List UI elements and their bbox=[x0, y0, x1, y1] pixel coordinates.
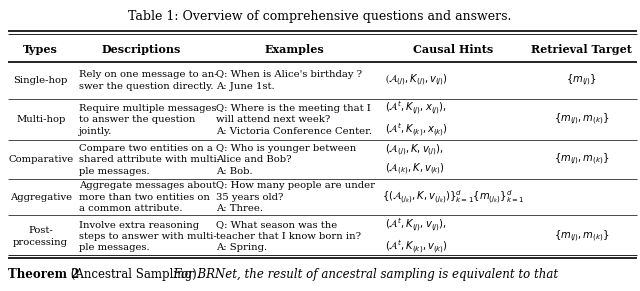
Text: Aggregate messages about
more than two entities on
a common attribute.: Aggregate messages about more than two e… bbox=[79, 181, 216, 213]
Text: Causal Hints: Causal Hints bbox=[413, 44, 493, 55]
Text: $(\mathcal{A}_{(j)}, K, v_{(j)}),$
$(\mathcal{A}_{(k)}, K, v_{(k)})$: $(\mathcal{A}_{(j)}, K, v_{(j)}),$ $(\ma… bbox=[385, 143, 445, 177]
Text: Q: What season was the
teacher that I know born in?
A: Spring.: Q: What season was the teacher that I kn… bbox=[216, 221, 361, 253]
Text: $(\mathcal{A}^t, K_{(j)}, v_{(j)}),$
$(\mathcal{A}^t, K_{(k)}, v_{(k)})$: $(\mathcal{A}^t, K_{(j)}, v_{(j)}),$ $(\… bbox=[385, 217, 448, 256]
Text: $\{m_{(j)}, m_{(k)}\}$: $\{m_{(j)}, m_{(k)}\}$ bbox=[554, 229, 610, 244]
Text: Q: How many people are under
35 years old?
A: Three.: Q: How many people are under 35 years ol… bbox=[216, 181, 375, 213]
Text: Single-hop: Single-hop bbox=[13, 76, 68, 85]
Text: $\{m_{(j)}\}$: $\{m_{(j)}\}$ bbox=[566, 73, 597, 88]
Text: Require multiple messages
to answer the question
jointly.: Require multiple messages to answer the … bbox=[79, 104, 217, 136]
Text: Theorem 2: Theorem 2 bbox=[8, 268, 79, 281]
Text: Table 1: Overview of comprehensive questions and answers.: Table 1: Overview of comprehensive quest… bbox=[128, 10, 512, 23]
Text: Aggregative: Aggregative bbox=[10, 193, 72, 202]
Text: Q: When is Alice's birthday ?
A: June 1st.: Q: When is Alice's birthday ? A: June 1s… bbox=[216, 70, 362, 91]
Text: Examples: Examples bbox=[264, 44, 324, 55]
Text: (Ancestral Sampling).: (Ancestral Sampling). bbox=[67, 268, 200, 281]
Text: Types: Types bbox=[23, 44, 58, 55]
Text: Descriptions: Descriptions bbox=[102, 44, 181, 55]
Text: Multi-hop: Multi-hop bbox=[16, 115, 65, 124]
Text: Comparative: Comparative bbox=[8, 155, 74, 164]
Text: Compare two entities on a
shared attribute with multi-
ple messages.: Compare two entities on a shared attribu… bbox=[79, 144, 220, 176]
Text: Retrieval Target: Retrieval Target bbox=[531, 44, 632, 55]
Text: Rely on one message to an-
swer the question directly.: Rely on one message to an- swer the ques… bbox=[79, 70, 218, 91]
Text: Post-
processing: Post- processing bbox=[13, 226, 68, 247]
Text: Q: Who is younger between
Alice and Bob?
A: Bob.: Q: Who is younger between Alice and Bob?… bbox=[216, 144, 356, 176]
Text: Q: Where is the meeting that I
will attend next week?
A: Victoria Conference Cen: Q: Where is the meeting that I will atte… bbox=[216, 104, 372, 136]
Text: $\{(\mathcal{A}_{(j_k)}, K, v_{(j_k)})\}_{k=1}^d\{m_{(j_k)}\}_{k=1}^d$: $\{(\mathcal{A}_{(j_k)}, K, v_{(j_k)})\}… bbox=[382, 189, 525, 206]
Text: Involve extra reasoning
steps to answer with multi-
ple messages.: Involve extra reasoning steps to answer … bbox=[79, 221, 217, 253]
Text: $\{m_{(j)}, m_{(k)}\}$: $\{m_{(j)}, m_{(k)}\}$ bbox=[554, 112, 610, 127]
Text: $\{m_{(j)}, m_{(k)}\}$: $\{m_{(j)}, m_{(k)}\}$ bbox=[554, 152, 610, 167]
Text: For BRNet, the result of ancestral sampling is equivalent to that: For BRNet, the result of ancestral sampl… bbox=[166, 268, 558, 281]
Text: $\mathcal{(A}_{(j)}, K_{(j)}, v_{(j)})$: $\mathcal{(A}_{(j)}, K_{(j)}, v_{(j)})$ bbox=[385, 73, 447, 88]
Text: $(\mathcal{A}^t, K_{(j)}, x_{(j)}),$
$(\mathcal{A}^t, K_{(k)}, x_{(k)})$: $(\mathcal{A}^t, K_{(j)}, x_{(j)}),$ $(\… bbox=[385, 100, 448, 139]
